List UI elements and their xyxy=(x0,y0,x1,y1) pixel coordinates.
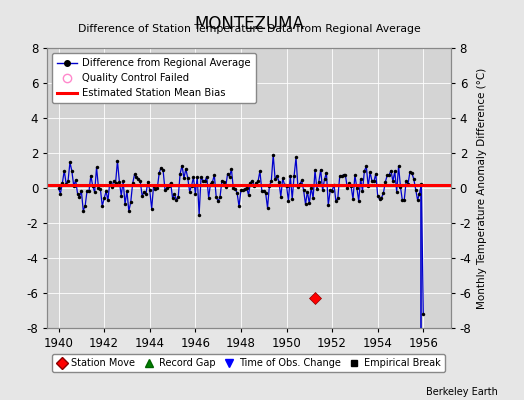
Y-axis label: Monthly Temperature Anomaly Difference (°C): Monthly Temperature Anomaly Difference (… xyxy=(477,67,487,309)
Text: Berkeley Earth: Berkeley Earth xyxy=(426,387,498,397)
Text: Difference of Station Temperature Data from Regional Average: Difference of Station Temperature Data f… xyxy=(78,24,420,34)
Legend: Station Move, Record Gap, Time of Obs. Change, Empirical Break: Station Move, Record Gap, Time of Obs. C… xyxy=(52,354,444,372)
Title: MONTEZUMA: MONTEZUMA xyxy=(194,14,304,32)
